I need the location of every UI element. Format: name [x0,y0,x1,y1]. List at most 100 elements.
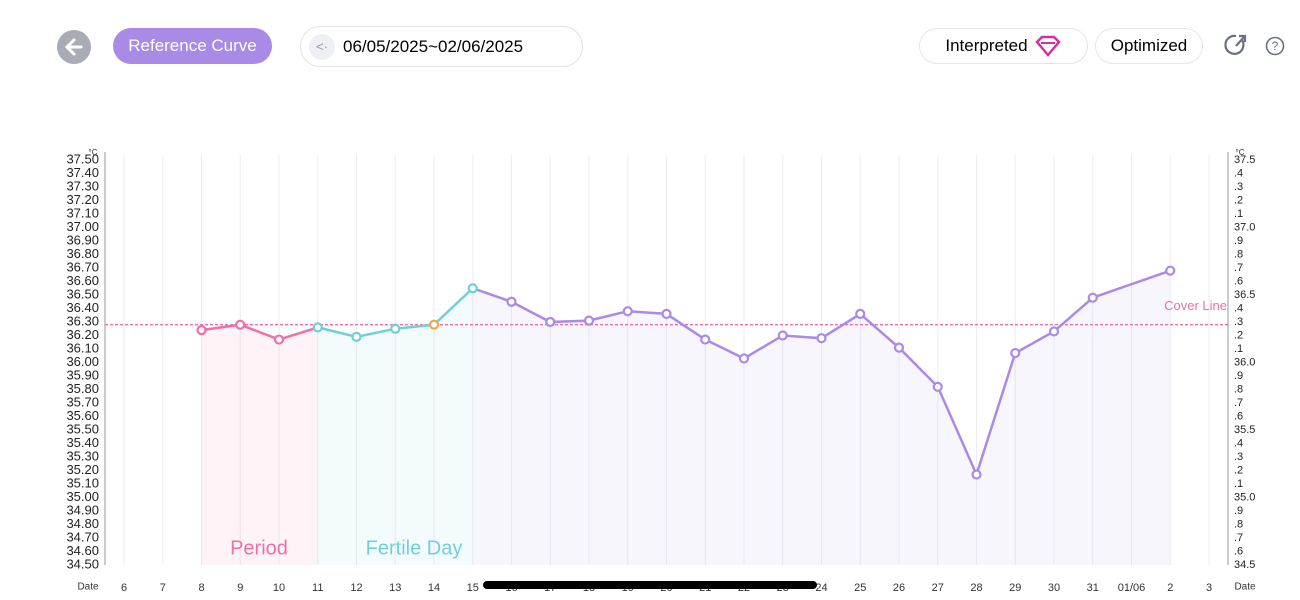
data-point [932,381,943,392]
y2-tick-label: .2 [1234,329,1243,341]
area [434,288,473,565]
scroll-indicator [483,581,817,589]
y-tick-label: 36.90 [66,232,99,247]
y2-tick-label: .9 [1234,235,1243,247]
line-segment [1053,296,1094,333]
y-tick-label: 37.50 [66,151,99,166]
cover-line-label: Cover Line [1164,298,1227,313]
line-segment [278,326,319,341]
y-tick-label: 34.90 [66,502,99,517]
line-segment [588,309,629,322]
y-tick-label: 36.70 [66,259,99,274]
area [937,386,977,565]
line-segment [1014,330,1055,355]
y-tick-label: 36.00 [66,354,99,369]
y2-tick-label: .9 [1234,370,1243,382]
date-range-text: 06/05/2025~02/06/2025 [343,36,524,56]
y-tick-label: 37.10 [66,205,99,220]
back-icon [64,38,83,56]
x-tick-label: 20 [660,582,672,594]
x-tick-label: 30 [1048,582,1060,594]
area [356,328,396,565]
area [395,324,434,565]
data-point [196,325,207,336]
data-point [700,334,711,345]
line-segment [201,323,241,332]
y2-tick-label: .7 [1234,397,1243,409]
y-tick-label: 35.50 [66,421,99,436]
x-tick-label: 10 [273,582,285,594]
y2-tick-label: 36.5 [1234,289,1255,301]
area [511,301,551,565]
optimized-button[interactable]: Optimized [1095,28,1203,64]
y2-tick-label: .9 [1234,505,1243,517]
y-tick-label: 36.10 [66,340,99,355]
x-axis-label: Date [77,582,99,593]
line-segment [1092,269,1171,299]
back-button[interactable] [57,30,91,64]
y2-tick-label: .8 [1234,518,1243,530]
diamond-icon [1034,35,1061,57]
y-tick-label: 36.30 [66,313,99,328]
area [976,353,1016,565]
y-tick-label: 36.80 [66,246,99,261]
x-tick-label: 2 [1167,582,1173,594]
line-segment [898,346,939,388]
area [666,313,706,565]
area [317,327,357,565]
data-point [622,306,633,317]
data-point [1048,326,1060,337]
y-tick-label: 35.60 [66,408,99,423]
y2-tick-label: .8 [1234,248,1243,260]
x-tick-label: 28 [970,582,982,594]
x-tick-label: 3 [1206,582,1212,594]
date-icon: <· [309,33,335,60]
interpreted-text: Interpreted [945,36,1028,55]
area [1092,270,1171,565]
x-tick-label: 6 [121,582,127,594]
data-point [893,342,905,353]
y2-tick-label: 36.0 [1234,356,1255,368]
y-tick-label: 35.30 [66,448,99,463]
line-segment [472,287,512,303]
x-tick-label: 27 [932,582,944,594]
data-point [661,308,672,319]
line-segment [665,312,706,341]
y-tick-label: 35.70 [66,394,99,409]
line-segment [820,312,861,340]
x-tick-label: 11 [312,582,323,594]
y-tick-label: 36.60 [66,273,99,288]
y2-tick-label: .3 [1234,316,1243,328]
y-tick-label: 37.20 [66,192,99,207]
y-tick-label: 34.60 [66,543,99,558]
line-segment [743,334,784,360]
line-segment [782,334,822,340]
interpreted-button[interactable]: Interpreted [919,28,1088,64]
y2-tick-label: .3 [1234,181,1243,193]
y2-tick-label: .6 [1234,410,1243,422]
y-tick-label: 37.30 [66,178,99,193]
y2-tick-label: 37.5 [1234,154,1255,166]
y2-tick-label: 35.0 [1234,491,1255,503]
y-tick-label: 35.00 [66,489,99,504]
data-point [351,331,362,342]
reference-curve-button[interactable]: Reference Curve [113,28,272,64]
x-tick-label: 25 [854,582,866,594]
y-unit: °C [89,148,98,157]
x-tick-label: 16 [505,582,517,594]
data-point [545,316,556,328]
x-tick-label: 17 [544,582,556,594]
line-segment [395,323,435,330]
date-range[interactable]: <· 06/05/2025~02/06/2025 [300,26,583,67]
share-icon [1224,34,1247,55]
x-tick-label: 01/06 [1118,582,1146,594]
area [589,311,628,565]
y2-tick-label: .1 [1234,343,1243,355]
help-icon: ? [1265,36,1285,56]
data-point [312,322,323,333]
data-point [428,319,440,330]
x-tick-label: 7 [160,582,166,594]
line-segment [317,326,357,339]
y2-tick-label: 37.0 [1234,221,1255,233]
